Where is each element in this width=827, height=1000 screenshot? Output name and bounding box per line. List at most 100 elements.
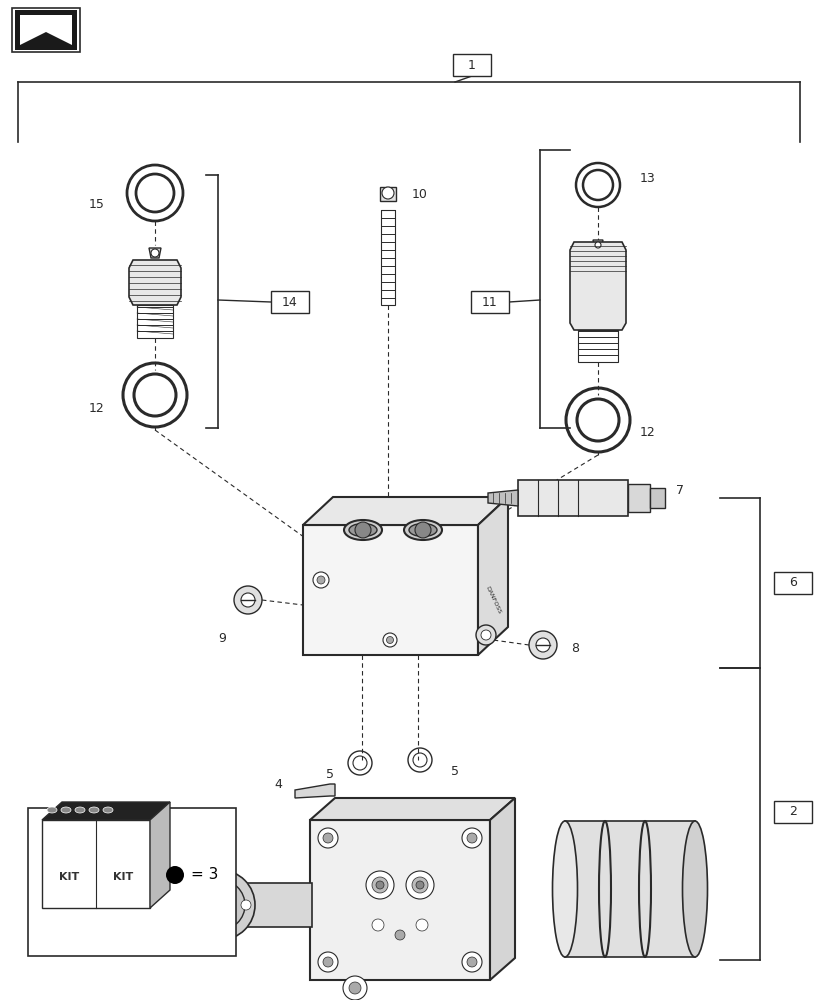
Circle shape xyxy=(366,871,394,899)
Text: 5: 5 xyxy=(326,768,333,781)
Circle shape xyxy=(215,874,225,884)
Ellipse shape xyxy=(348,524,376,536)
Polygon shape xyxy=(149,248,160,258)
Text: 15: 15 xyxy=(89,198,105,211)
Polygon shape xyxy=(294,784,335,798)
Circle shape xyxy=(480,630,490,640)
Circle shape xyxy=(323,957,332,967)
Circle shape xyxy=(412,877,428,893)
Circle shape xyxy=(241,593,255,607)
Polygon shape xyxy=(569,242,625,330)
Text: 10: 10 xyxy=(412,188,428,202)
Circle shape xyxy=(595,242,600,248)
Ellipse shape xyxy=(343,520,381,540)
Circle shape xyxy=(184,870,255,940)
Polygon shape xyxy=(20,15,72,45)
Bar xyxy=(136,305,173,338)
Polygon shape xyxy=(592,240,602,250)
Bar xyxy=(773,801,811,823)
Bar xyxy=(649,488,664,508)
Circle shape xyxy=(355,522,370,538)
Bar xyxy=(270,291,308,313)
Text: = 3: = 3 xyxy=(191,867,218,882)
Circle shape xyxy=(405,871,433,899)
Text: 13: 13 xyxy=(639,172,655,185)
Circle shape xyxy=(313,572,328,588)
Ellipse shape xyxy=(61,807,71,813)
Polygon shape xyxy=(129,260,181,305)
Text: KIT: KIT xyxy=(59,872,79,882)
Circle shape xyxy=(461,828,481,848)
Bar xyxy=(452,54,490,76)
Bar xyxy=(42,820,150,908)
Bar xyxy=(471,291,509,313)
Circle shape xyxy=(383,633,396,647)
Text: 14: 14 xyxy=(282,296,298,308)
Polygon shape xyxy=(150,802,170,908)
Text: DANFOSS: DANFOSS xyxy=(484,585,501,615)
Circle shape xyxy=(394,930,404,940)
Circle shape xyxy=(234,586,261,614)
Text: 4: 4 xyxy=(274,778,282,791)
Bar xyxy=(577,330,617,362)
Bar xyxy=(564,821,694,957)
Ellipse shape xyxy=(681,821,706,957)
Text: 7: 7 xyxy=(675,484,683,496)
Circle shape xyxy=(466,833,476,843)
Bar xyxy=(627,484,649,512)
Bar xyxy=(773,572,811,594)
Text: 9: 9 xyxy=(218,632,226,645)
Bar xyxy=(380,187,395,201)
Bar xyxy=(303,525,477,655)
Ellipse shape xyxy=(409,524,437,536)
Circle shape xyxy=(318,952,337,972)
Circle shape xyxy=(476,625,495,645)
Circle shape xyxy=(528,631,557,659)
Text: 5: 5 xyxy=(451,765,458,778)
Bar xyxy=(220,883,312,927)
Circle shape xyxy=(415,919,428,931)
Circle shape xyxy=(535,638,549,652)
Circle shape xyxy=(318,828,337,848)
Circle shape xyxy=(381,187,394,199)
Circle shape xyxy=(415,881,423,889)
Text: 12: 12 xyxy=(639,426,655,440)
Text: KIT: KIT xyxy=(112,872,133,882)
Polygon shape xyxy=(487,490,518,506)
Ellipse shape xyxy=(47,807,57,813)
Circle shape xyxy=(165,866,184,884)
Circle shape xyxy=(323,833,332,843)
Polygon shape xyxy=(15,10,77,50)
Circle shape xyxy=(348,982,361,994)
Circle shape xyxy=(466,957,476,967)
Circle shape xyxy=(371,919,384,931)
Circle shape xyxy=(317,576,325,584)
Ellipse shape xyxy=(103,807,112,813)
Circle shape xyxy=(375,881,384,889)
Bar xyxy=(28,808,236,956)
Polygon shape xyxy=(309,798,514,820)
Circle shape xyxy=(414,522,431,538)
Polygon shape xyxy=(12,8,80,52)
Circle shape xyxy=(461,952,481,972)
Bar xyxy=(380,210,394,305)
Text: 2: 2 xyxy=(788,805,796,818)
Bar xyxy=(309,820,490,980)
Text: 8: 8 xyxy=(571,642,578,654)
Circle shape xyxy=(386,637,393,644)
Text: 12: 12 xyxy=(89,401,105,414)
Circle shape xyxy=(241,900,251,910)
Circle shape xyxy=(342,976,366,1000)
Ellipse shape xyxy=(88,807,99,813)
Polygon shape xyxy=(42,802,170,820)
Circle shape xyxy=(206,891,234,919)
Circle shape xyxy=(151,249,159,257)
Ellipse shape xyxy=(552,821,576,957)
Circle shape xyxy=(215,926,225,936)
Polygon shape xyxy=(477,497,508,655)
Text: 11: 11 xyxy=(481,296,497,308)
Ellipse shape xyxy=(404,520,442,540)
Text: 1: 1 xyxy=(467,59,476,72)
Circle shape xyxy=(213,899,226,911)
Polygon shape xyxy=(303,497,508,525)
